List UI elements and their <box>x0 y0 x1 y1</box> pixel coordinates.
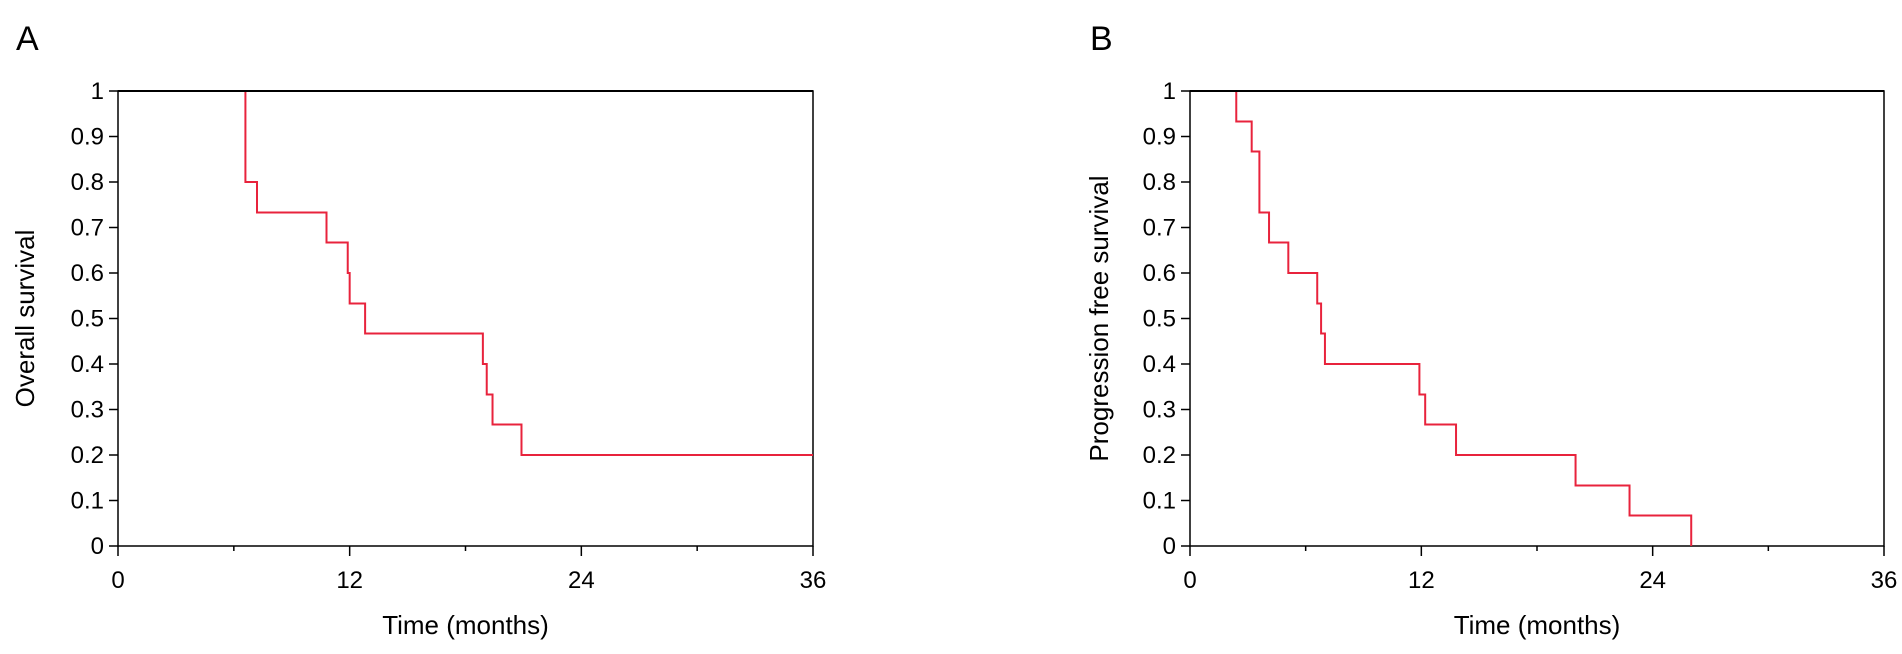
plot-frame <box>1189 90 1885 547</box>
y-tick-label: 0.3 <box>1143 397 1176 424</box>
x-axis-title: Time (months) <box>382 610 549 640</box>
y-tick-label: 1 <box>1163 78 1176 105</box>
y-axis-title: Progression free survival <box>1084 175 1114 461</box>
y-tick-label: 0.5 <box>1143 306 1176 333</box>
y-tick-label: 1 <box>91 78 104 105</box>
chart-panel-b: B 0 0.1 0.2 0.3 0.4 0.5 0.6 0.7 0.8 0.9 1 0 12 24 36 Tim… <box>1084 20 1897 640</box>
panel-letter: A <box>16 20 39 58</box>
x-tick-label: 24 <box>568 567 595 594</box>
survival-curve <box>118 90 813 456</box>
x-tick-label: 0 <box>1183 567 1196 594</box>
y-tick-label: 0 <box>1163 533 1176 560</box>
y-tick-label: 0.4 <box>71 351 104 378</box>
x-tick-label: 36 <box>1871 567 1898 594</box>
chart-panel-a: A 0 0.1 0.2 0.3 0.4 0.5 0.6 0.7 0.8 0.9 1 0 12 24 36 Tim… <box>10 20 826 640</box>
y-tick-label: 0.5 <box>71 306 104 333</box>
y-tick-label: 0.6 <box>1143 260 1176 287</box>
y-tick-label: 0.4 <box>1143 351 1176 378</box>
panel-letter: B <box>1090 20 1113 58</box>
y-tick-label: 0 <box>91 533 104 560</box>
y-tick-label: 0.3 <box>71 397 104 424</box>
x-axis-title: Time (months) <box>1454 610 1621 640</box>
x-tick-label: 12 <box>1408 567 1435 594</box>
x-tick-label: 0 <box>111 567 124 594</box>
y-tick-label: 0.8 <box>1143 169 1176 196</box>
y-tick-label: 0.6 <box>71 260 104 287</box>
x-tick-label: 24 <box>1639 567 1666 594</box>
survival-curve <box>1190 90 1693 546</box>
x-tick-label: 12 <box>336 567 363 594</box>
y-tick-label: 0.9 <box>71 124 104 151</box>
plot-frame <box>117 90 814 547</box>
y-tick-label: 0.2 <box>71 442 104 469</box>
y-tick-label: 0.2 <box>1143 442 1176 469</box>
y-axis-title: Overall survival <box>10 230 40 408</box>
y-tick-label: 0.1 <box>71 488 104 515</box>
y-tick-label: 0.1 <box>1143 488 1176 515</box>
y-tick-label: 0.7 <box>71 215 104 242</box>
y-tick-label: 0.8 <box>71 169 104 196</box>
y-tick-label: 0.9 <box>1143 124 1176 151</box>
x-tick-label: 36 <box>800 567 827 594</box>
y-tick-label: 0.7 <box>1143 215 1176 242</box>
